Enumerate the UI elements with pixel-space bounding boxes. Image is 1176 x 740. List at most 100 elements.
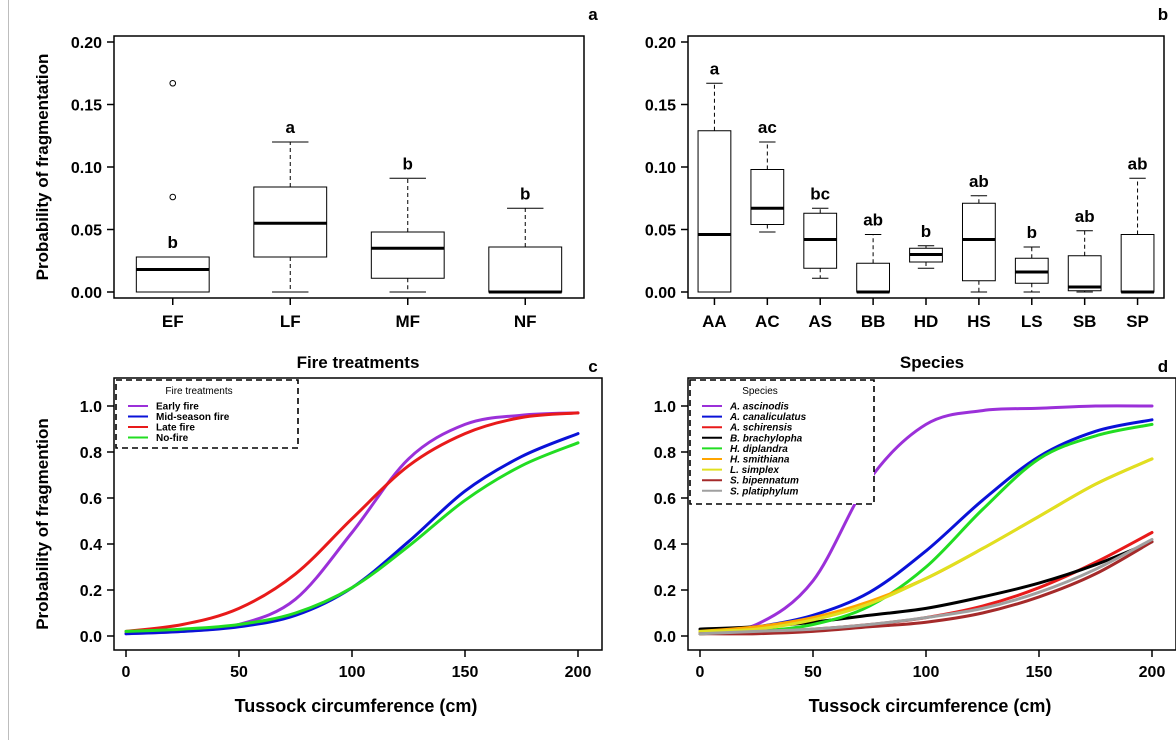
panel-b-xtick-label: SB	[1073, 312, 1097, 331]
panel-d-letter: d	[1158, 357, 1168, 376]
significance-letter: a	[286, 118, 296, 137]
significance-letter: a	[710, 59, 720, 78]
series-line-late-fire	[124, 411, 580, 633]
box-iqr	[488, 246, 563, 293]
panel-c-ylabel: Probability of fragmention	[33, 418, 52, 630]
panel-c-xtick-label: 100	[339, 664, 366, 681]
panel-b-xtick-label: AS	[808, 312, 832, 331]
box-iqr	[961, 202, 996, 282]
panel-a-box-LF: a	[253, 118, 328, 293]
legend-entry: A. canaliculatus	[729, 412, 807, 423]
page-left-rule	[8, 0, 9, 740]
panel-c-ytick-label: 0.8	[80, 445, 102, 462]
panel-a-xtick-label: LF	[280, 312, 301, 331]
outlier-point	[169, 79, 177, 87]
panel-b-xtick-label: SP	[1126, 312, 1149, 331]
panel-a-ytick-label: 0.10	[71, 160, 102, 177]
panel-b-xtick-label: HD	[914, 312, 939, 331]
panel-b-ytick-label: 0.20	[645, 35, 676, 52]
panel-b-box-BB: ab	[856, 211, 891, 294]
panel-b-box-HD: b	[909, 222, 943, 269]
panel-c-ytick-label: 0.0	[80, 629, 102, 646]
panel-d-ytick-label: 1.0	[654, 399, 676, 416]
significance-letter: ab	[863, 211, 883, 230]
box-iqr	[856, 262, 891, 293]
significance-letter: ac	[758, 118, 777, 137]
panel-d-ytick-label: 0.2	[654, 583, 676, 600]
outlier-point	[169, 193, 177, 201]
panel-a-ytick-label: 0.05	[71, 223, 102, 240]
panel-c-ytick-label: 0.2	[80, 583, 102, 600]
series-line-a-ascinodis	[698, 404, 1154, 636]
significance-letter: bc	[810, 184, 830, 203]
panel-c-title: Fire treatments	[297, 353, 420, 372]
panel-a-box-MF: b	[370, 154, 445, 293]
series-line-no-fire	[124, 441, 580, 633]
legend-title: Fire treatments	[165, 386, 232, 397]
panel-b-xtick-label: HS	[967, 312, 991, 331]
series-line-s-bipennatum	[698, 540, 1154, 636]
significance-letter: b	[1027, 223, 1037, 242]
panel-c-xtick-label: 200	[565, 664, 592, 681]
legend-entry: H. diplandra	[730, 444, 788, 455]
panel-a-ylabel: Probability of fragmentation	[33, 54, 52, 281]
significance-letter: b	[520, 184, 530, 203]
legend-entry: Early fire	[156, 402, 199, 413]
panel-b-box-SB: ab	[1067, 207, 1102, 293]
panel-b-xtick-label: BB	[861, 312, 886, 331]
panel-a-ytick-label: 0.20	[71, 35, 102, 52]
panel-b-box-AS: bc	[803, 184, 838, 279]
panel-b-box-HS: ab	[961, 172, 996, 293]
panel-d-xtick-label: 100	[913, 664, 940, 681]
panel-a-box-EF: b	[135, 79, 210, 293]
panel-d-ytick-label: 0.8	[654, 445, 676, 462]
panel-d-ytick-label: 0.0	[654, 629, 676, 646]
series-line-b-brachylopha	[698, 540, 1154, 631]
box-iqr	[750, 169, 785, 225]
panel-b-ytick-label: 0.10	[645, 160, 676, 177]
panel-a-ytick-label: 0.15	[71, 98, 102, 115]
legend-entry: A. ascinodis	[729, 402, 789, 413]
legend-entry: No-fire	[156, 433, 189, 444]
panel-a-ytick-label: 0.00	[71, 285, 102, 302]
series-line-l-simplex	[698, 457, 1154, 633]
box-iqr	[370, 231, 445, 279]
significance-letter: ab	[1075, 207, 1095, 226]
legend-entry: A. schirensis	[729, 423, 793, 434]
panel-d-xtick-label: 150	[1026, 664, 1053, 681]
panel-d-xtick-label: 200	[1139, 664, 1166, 681]
panel-b-ytick-label: 0.15	[645, 98, 676, 115]
panel-a-xtick-label: EF	[162, 312, 184, 331]
panel-c-ytick-label: 0.6	[80, 491, 102, 508]
panel-d-ytick-label: 0.6	[654, 491, 676, 508]
panel-c-letter: c	[588, 357, 597, 376]
panel-b-xtick-label: LS	[1021, 312, 1043, 331]
panel-c-frame	[113, 377, 603, 651]
series-line-s-platiphylum	[698, 537, 1154, 636]
panel-b-ytick-label: 0.05	[645, 223, 676, 240]
panel-c-xtick-label: 0	[122, 664, 131, 681]
panel-c-xtick-label: 50	[230, 664, 248, 681]
legend-title: Species	[742, 386, 778, 397]
panel-d-ytick-label: 0.4	[654, 537, 676, 554]
panel-c-ytick-label: 1.0	[80, 399, 102, 416]
significance-letter: b	[168, 233, 178, 252]
panel-a-box-NF: b	[488, 184, 563, 294]
legend-entry: S. platiphylum	[730, 486, 798, 497]
legend-entry: S. bipennatum	[730, 476, 799, 487]
panel-c-ytick-label: 0.4	[80, 537, 102, 554]
legend-box	[689, 379, 875, 505]
panel-b-xtick-label: AA	[702, 312, 727, 331]
panel-b-box-AA: a	[697, 59, 732, 293]
box-iqr	[135, 256, 210, 293]
panel-d-xlabel: Tussock circumference (cm)	[809, 696, 1052, 716]
significance-letter: ab	[1128, 154, 1148, 173]
panel-b-ytick-label: 0.00	[645, 285, 676, 302]
panel-a-xtick-label: NF	[514, 312, 537, 331]
legend-entry: B. brachylopha	[730, 433, 803, 444]
panel-d-frame	[687, 377, 1176, 651]
panel-d-title: Species	[900, 353, 964, 372]
box-iqr	[697, 130, 732, 293]
